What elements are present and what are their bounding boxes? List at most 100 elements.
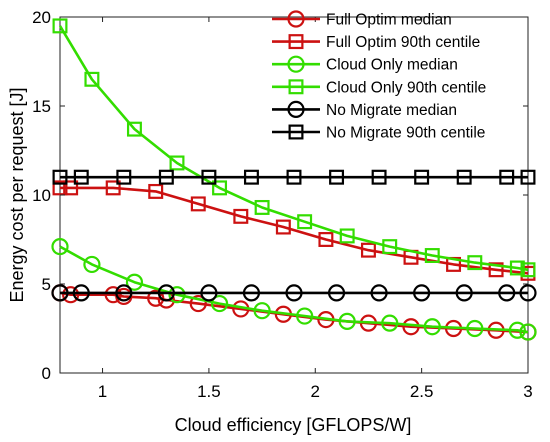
data-point [455, 284, 473, 302]
y-axis-label: Energy cost per request [J] [7, 87, 27, 302]
data-point [508, 321, 526, 339]
y-tick-label: 15 [32, 97, 51, 116]
data-point [168, 286, 186, 304]
x-tick-label: 2.5 [410, 382, 434, 401]
data-point [147, 289, 165, 307]
data-point [520, 262, 536, 278]
data-point [63, 180, 79, 196]
data-point [190, 196, 206, 212]
data-point [423, 318, 441, 336]
legend-label: Cloud Only 90th centile [326, 79, 486, 96]
data-point [499, 169, 515, 185]
y-tick-label: 5 [42, 275, 51, 294]
legend-swatch-marker [288, 34, 304, 50]
data-point [381, 314, 399, 332]
data-point [285, 284, 303, 302]
data-point [233, 208, 249, 224]
data-point [488, 262, 504, 278]
legend-item-3: Cloud Only 90th centile [272, 79, 486, 96]
y-tick-label: 20 [32, 8, 51, 27]
data-point [413, 284, 431, 302]
data-point [253, 302, 271, 320]
data-point [498, 284, 516, 302]
x-tick-label: 3 [523, 382, 532, 401]
data-point [157, 284, 175, 302]
data-point [51, 238, 69, 256]
legend-item-2: Cloud Only median [272, 55, 458, 74]
data-point [201, 169, 217, 185]
series-3 [52, 18, 536, 278]
data-point [424, 248, 440, 263]
data-point [105, 180, 121, 196]
legend-swatch-marker [287, 100, 305, 119]
data-point [327, 284, 346, 302]
y-tick-label: 0 [42, 364, 51, 383]
data-point [467, 255, 483, 271]
x-tick-label: 1.5 [197, 382, 221, 401]
legend-item-5: No Migrate 90th centile [272, 125, 485, 142]
data-point [200, 284, 218, 302]
data-point [210, 294, 229, 313]
data-point [456, 169, 472, 185]
data-point [243, 169, 259, 185]
series-line [60, 186, 529, 275]
data-point [296, 307, 314, 325]
data-point [339, 228, 355, 244]
data-point [73, 169, 89, 185]
data-point [519, 323, 537, 341]
data-point [52, 169, 68, 185]
data-point [212, 180, 228, 196]
legend-swatch-marker [287, 10, 305, 28]
data-point [52, 180, 68, 196]
legend: Full Optim median Full Optim 90th centile… [272, 10, 486, 142]
data-point [338, 312, 356, 330]
data-point [509, 260, 525, 276]
y-tick-label: 10 [32, 186, 51, 205]
legend-item-1: Full Optim 90th centile [272, 34, 480, 51]
data-point [83, 255, 101, 274]
data-point [382, 239, 398, 255]
data-point [115, 284, 133, 302]
data-point [370, 284, 388, 302]
data-point [520, 169, 536, 185]
data-point [254, 199, 270, 215]
legend-swatch-marker [288, 124, 304, 140]
data-point [126, 121, 142, 137]
data-point [275, 219, 291, 235]
data-point [519, 284, 537, 302]
data-point [72, 284, 90, 302]
x-axis-label: Cloud efficiency [GFLOPS/W] [175, 415, 412, 435]
data-point [104, 286, 122, 304]
data-point [242, 284, 261, 302]
x-tick-label: 2 [311, 382, 320, 401]
data-point [125, 273, 144, 291]
axes-layer: 1 1.5 2 2.5 3 0 5 10 15 20 [32, 8, 533, 401]
series-1 [52, 180, 536, 281]
data-point [189, 294, 207, 313]
series-line [59, 245, 529, 334]
data-point [297, 214, 313, 230]
data-point [286, 169, 302, 185]
data-point [329, 169, 345, 185]
legend-item-4: No Migrate median [272, 100, 457, 119]
data-point [84, 71, 100, 87]
data-point [360, 242, 376, 258]
series-2 [51, 238, 537, 341]
data-point [371, 169, 387, 185]
legend-label: Cloud Only median [326, 57, 458, 74]
legend-swatch-marker [288, 79, 304, 95]
legend-item-0: Full Optim median [272, 10, 452, 29]
data-point [169, 155, 185, 171]
series-line [58, 25, 529, 272]
data-point [158, 169, 174, 185]
data-point [318, 232, 334, 247]
legend-label: Full Optim 90th centile [326, 34, 480, 51]
data-point [62, 286, 80, 304]
data-point [116, 169, 132, 185]
data-point [466, 319, 484, 338]
legend-label: Full Optim median [326, 12, 452, 29]
legend-label: No Migrate 90th centile [326, 125, 485, 142]
data-point [52, 18, 68, 34]
data-point [51, 284, 69, 302]
